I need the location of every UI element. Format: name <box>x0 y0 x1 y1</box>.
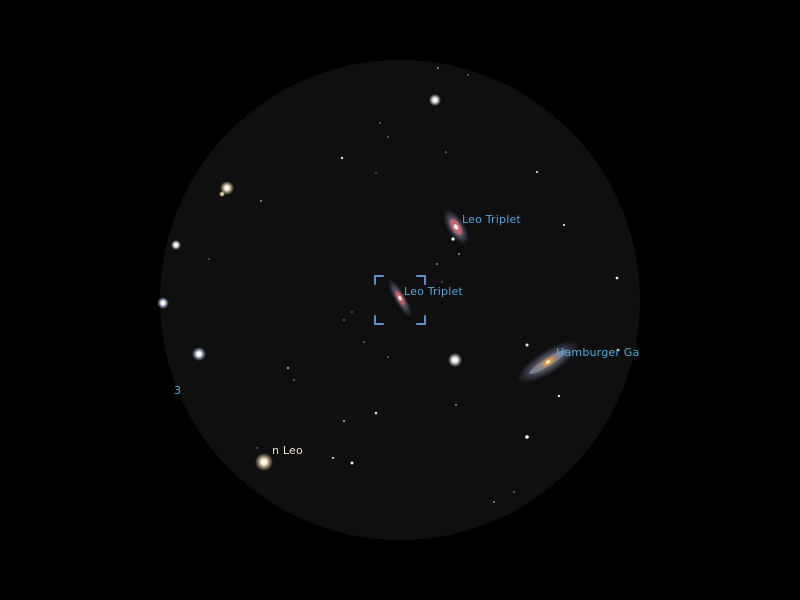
label-star-n-leo[interactable]: n Leo <box>272 444 303 457</box>
top-edge <box>0 0 800 8</box>
faint-stars <box>208 67 620 503</box>
galaxy-leo-triplet-upper[interactable] <box>438 205 474 248</box>
selection-marker <box>374 275 426 325</box>
bottom-edge <box>0 592 800 600</box>
galaxy-leo-triplet-selected[interactable] <box>384 276 416 320</box>
bright-stars <box>157 94 462 471</box>
label-leo-triplet-upper[interactable]: Leo Triplet <box>462 213 521 226</box>
label-hamburger-galaxy[interactable]: Hamburger Ga <box>556 346 640 359</box>
label-edge-fragment: 3 <box>174 384 182 397</box>
label-leo-triplet-selected[interactable]: Leo Triplet <box>404 285 463 298</box>
galaxy-hamburger[interactable] <box>511 333 585 392</box>
